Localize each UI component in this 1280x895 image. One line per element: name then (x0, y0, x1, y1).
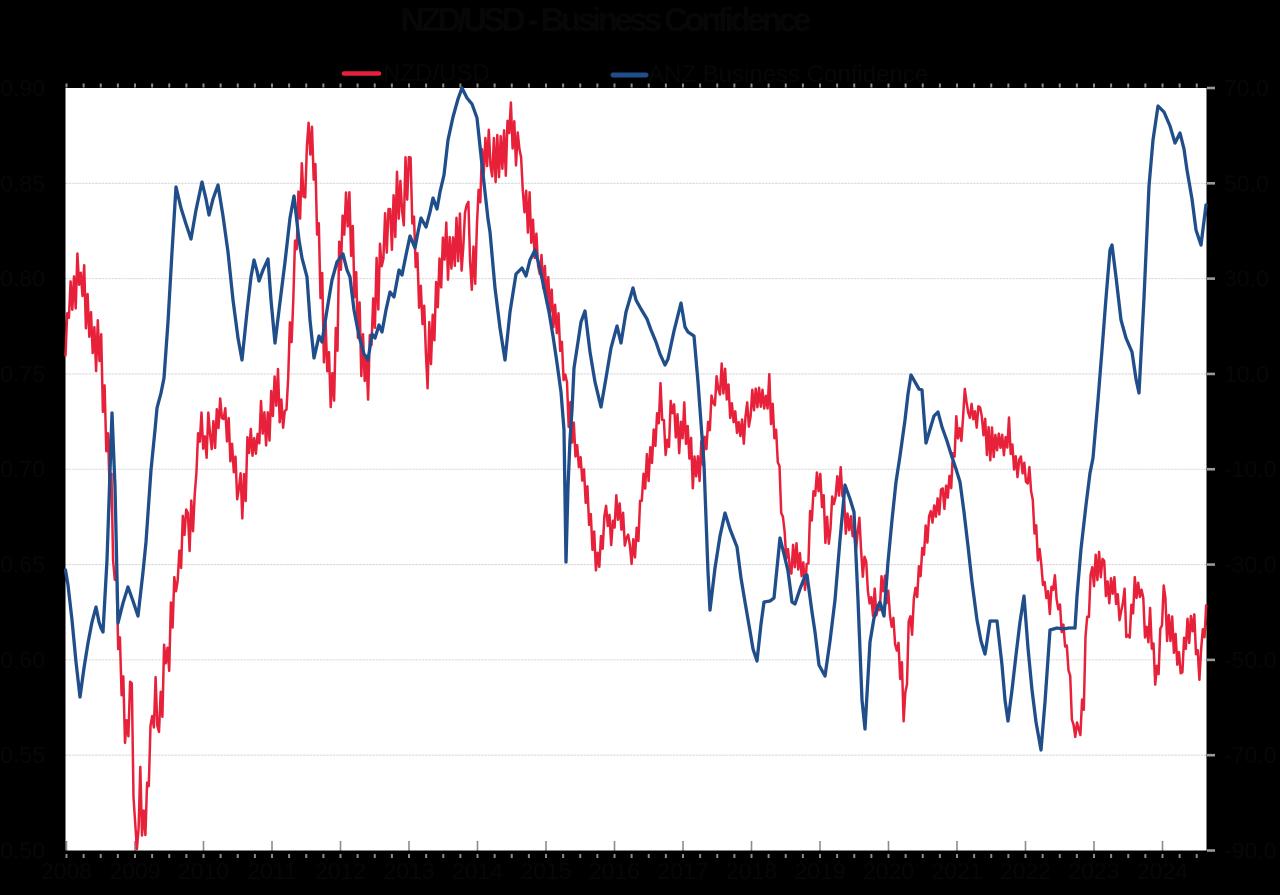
svg-text:2010: 2010 (178, 858, 229, 884)
svg-text:0.90: 0.90 (0, 75, 45, 101)
svg-text:2019: 2019 (794, 858, 845, 884)
svg-text:0.85: 0.85 (0, 170, 45, 196)
svg-text:2018: 2018 (726, 858, 777, 884)
svg-text:ANZ Business Confidence: ANZ Business Confidence (648, 61, 928, 88)
svg-text:-30.0: -30.0 (1224, 552, 1276, 578)
svg-text:-70.0: -70.0 (1224, 742, 1276, 768)
svg-text:2008: 2008 (41, 858, 92, 884)
svg-text:0.65: 0.65 (0, 552, 45, 578)
svg-text:2023: 2023 (1068, 858, 1119, 884)
svg-text:0.50: 0.50 (0, 838, 45, 864)
svg-text:70.0: 70.0 (1224, 75, 1269, 101)
svg-text:2012: 2012 (315, 858, 366, 884)
svg-text:2020: 2020 (863, 858, 914, 884)
svg-text:30.0: 30.0 (1224, 266, 1269, 292)
svg-text:2013: 2013 (383, 858, 434, 884)
svg-text:0.75: 0.75 (0, 361, 45, 387)
svg-text:2014: 2014 (452, 858, 503, 884)
svg-text:0.55: 0.55 (0, 742, 45, 768)
svg-text:0.80: 0.80 (0, 266, 45, 292)
svg-text:2011: 2011 (247, 858, 296, 884)
svg-text:2024: 2024 (1137, 858, 1188, 884)
svg-text:2015: 2015 (520, 858, 571, 884)
svg-text:-50.0: -50.0 (1224, 647, 1276, 673)
svg-text:10.0: 10.0 (1224, 361, 1269, 387)
svg-text:2021: 2021 (931, 858, 982, 884)
svg-text:2016: 2016 (589, 858, 640, 884)
svg-text:NZD/USD - Business Confidence: NZD/USD - Business Confidence (401, 1, 812, 38)
svg-text:NZD/USD: NZD/USD (383, 60, 490, 87)
svg-text:-90.0: -90.0 (1224, 838, 1276, 864)
svg-text:2022: 2022 (1000, 858, 1051, 884)
svg-text:2017: 2017 (657, 858, 708, 884)
svg-text:0.70: 0.70 (0, 456, 45, 482)
svg-text:50.0: 50.0 (1224, 170, 1269, 196)
svg-text:-10.0: -10.0 (1224, 456, 1276, 482)
svg-text:0.60: 0.60 (0, 647, 45, 673)
svg-text:2009: 2009 (109, 858, 160, 884)
